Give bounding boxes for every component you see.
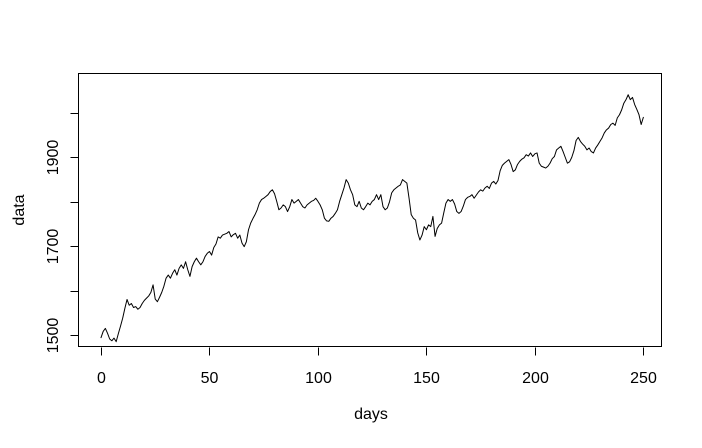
x-axis-title: days xyxy=(354,406,388,423)
x-tick-label: 50 xyxy=(201,370,219,387)
data-series-line xyxy=(100,94,644,343)
plot-border-box xyxy=(78,73,662,347)
x-tick-label: 150 xyxy=(413,370,440,387)
data-series-layer xyxy=(100,94,644,343)
y-axis-title: data xyxy=(11,194,28,225)
x-tick-label: 200 xyxy=(522,370,549,387)
x-tick-label: 250 xyxy=(630,370,657,387)
x-tick-label: 0 xyxy=(97,370,106,387)
y-tick-label: 1700 xyxy=(45,229,62,265)
axis-ticks-layer: 0 50 100 150 200 250 1500 1700 1900 xyxy=(45,113,657,387)
y-tick-label: 1900 xyxy=(45,140,62,176)
x-tick-label: 100 xyxy=(305,370,332,387)
y-tick-label: 1500 xyxy=(45,318,62,354)
